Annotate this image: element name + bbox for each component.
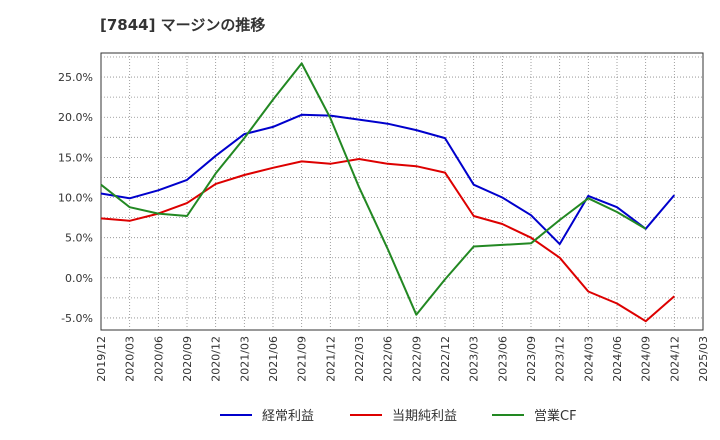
x-tick-label: 2024/09 [640, 336, 653, 382]
legend-label-3: 営業CF [534, 408, 577, 424]
y-tick-label: 0.0% [65, 272, 93, 285]
series-line-1 [100, 113, 676, 246]
x-tick-label: 2023/06 [496, 336, 509, 382]
x-tick-label: 2022/09 [410, 336, 423, 382]
series-line-3 [100, 62, 647, 316]
y-tick-label: 5.0% [65, 232, 93, 245]
x-tick-label: 2021/06 [267, 336, 280, 382]
grid [101, 53, 703, 330]
legend-label-2: 当期純利益 [392, 409, 457, 424]
legend-label-1: 経常利益 [262, 409, 314, 424]
y-tick-label: 15.0% [58, 151, 93, 164]
y-tick-label: -5.0% [61, 312, 93, 325]
x-tick-label: 2021/12 [324, 336, 337, 382]
x-tick-label: 2020/12 [210, 336, 223, 382]
series-lines [100, 62, 676, 323]
x-tick-label: 2024/12 [668, 336, 681, 382]
x-tick-label: 2020/09 [181, 336, 194, 382]
x-tick-label: 2025/03 [697, 336, 710, 382]
x-tick-label: 2020/03 [124, 336, 137, 382]
x-tick-label: 2024/03 [582, 336, 595, 382]
y-axis: -5.0% 0.0% 5.0% 10.0% 15.0% 20.0% 25.0% [58, 71, 93, 325]
y-tick-label: 10.0% [58, 192, 93, 205]
y-tick-label: 20.0% [58, 111, 93, 124]
y-tick-label: 25.0% [58, 71, 93, 84]
x-tick-label: 2024/06 [611, 336, 624, 382]
x-tick-label: 2023/03 [468, 336, 481, 382]
x-tick-label: 2021/09 [296, 336, 309, 382]
series-line-2 [100, 158, 675, 323]
x-tick-label: 2022/03 [353, 336, 366, 382]
legend: 経常利益 当期純利益 営業CF [220, 408, 577, 424]
plot-area [100, 52, 704, 331]
x-axis: 2019/12 2020/03 2020/06 2020/09 2020/12 2021/… [95, 336, 710, 382]
x-tick-label: 2020/06 [152, 336, 165, 382]
x-tick-label: 2019/12 [95, 336, 108, 382]
x-tick-label: 2021/03 [238, 336, 251, 382]
x-tick-label: 2023/09 [525, 336, 538, 382]
chart-title: [7844] マージンの推移 [100, 16, 266, 34]
x-tick-label: 2023/12 [554, 336, 567, 382]
x-tick-label: 2022/06 [382, 336, 395, 382]
x-tick-label: 2022/12 [439, 336, 452, 382]
